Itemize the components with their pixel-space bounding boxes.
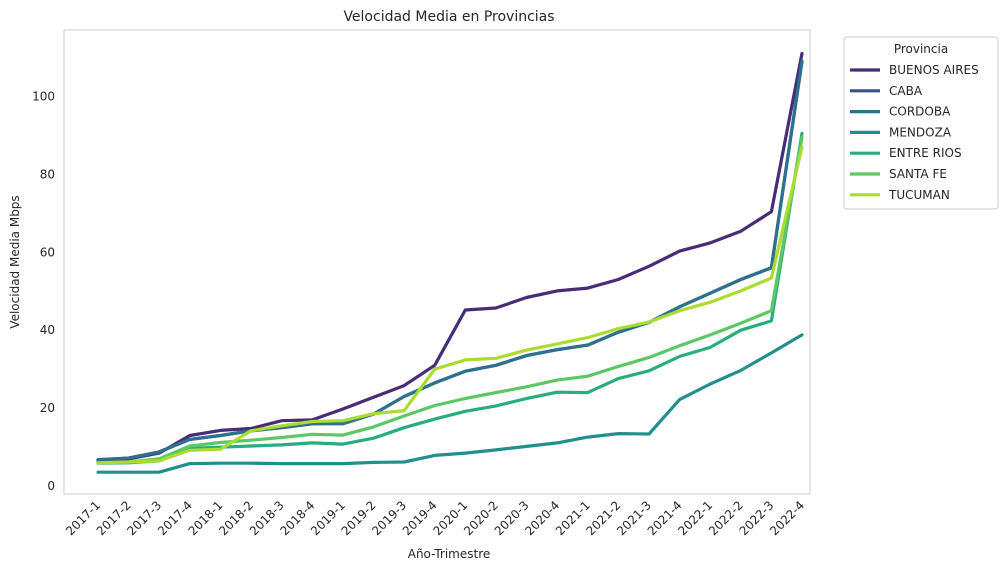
y-tick-label: 100 xyxy=(32,89,55,103)
legend-label: ENTRE RIOS xyxy=(889,146,962,160)
series-line xyxy=(96,51,804,463)
x-axis-label: Año-Trimestre xyxy=(408,547,491,561)
series-line xyxy=(96,145,804,465)
legend-label: MENDOZA xyxy=(889,125,952,139)
chart-title: Velocidad Media en Provincias xyxy=(343,9,554,25)
legend-box xyxy=(843,36,999,210)
series-line xyxy=(96,59,804,462)
legend-title: Provincia xyxy=(894,42,948,56)
legend-label: CORDOBA xyxy=(889,105,951,119)
series-line xyxy=(96,135,804,465)
legend-label: BUENOS AIRES xyxy=(889,63,979,77)
series-lines xyxy=(96,51,804,474)
series-line xyxy=(96,131,804,465)
y-tick-label: 40 xyxy=(40,323,55,337)
legend-label: TUCUMAN xyxy=(888,188,950,202)
legend: Provincia BUENOS AIRES CABA CORDOBA MENDOZA… xyxy=(843,36,999,210)
plot-area xyxy=(63,29,811,495)
legend-items: BUENOS AIRES CABA CORDOBA MENDOZA ENTRE RIOS… xyxy=(850,63,979,202)
y-axis-ticks: 0 20 40 60 80 100 xyxy=(32,89,55,493)
legend-label: CABA xyxy=(889,84,923,98)
y-tick-label: 20 xyxy=(40,401,55,415)
series-line xyxy=(96,333,804,474)
y-tick-label: 60 xyxy=(40,245,55,259)
legend-label: SANTA FE xyxy=(889,167,947,181)
y-tick-label: 80 xyxy=(40,167,55,181)
y-tick-label: 0 xyxy=(47,479,55,493)
y-axis-label: Velocidad Media Mbps xyxy=(8,195,22,328)
